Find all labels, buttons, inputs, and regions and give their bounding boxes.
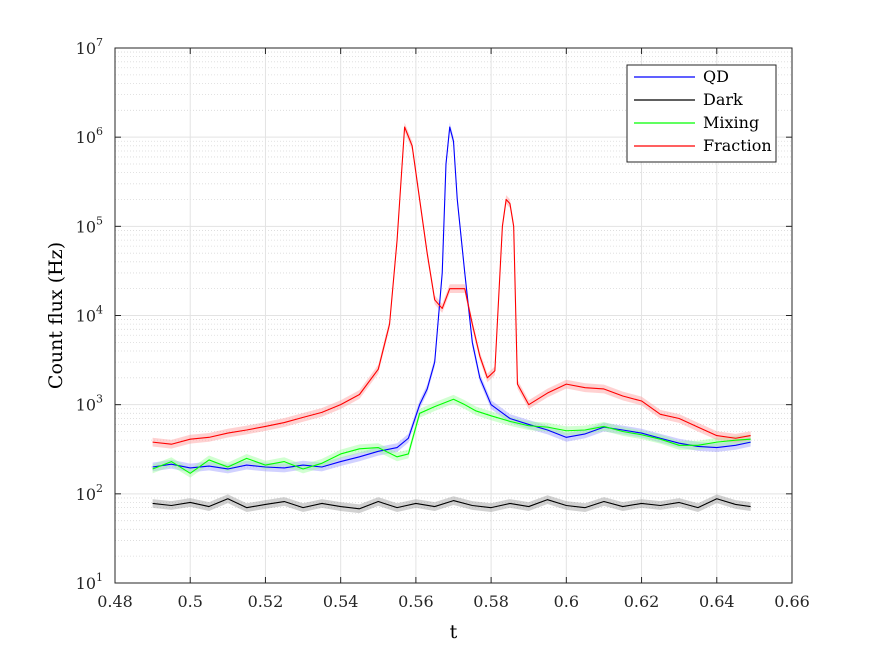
y-tick-label: 104 — [76, 304, 103, 326]
legend-label-mixing: Mixing — [703, 113, 759, 132]
y-tick-label: 102 — [76, 482, 103, 504]
legend-label-qd: QD — [703, 67, 729, 86]
y-tick-label: 101 — [76, 571, 103, 593]
x-tick-label: 0.54 — [323, 592, 359, 611]
y-tick-label: 107 — [76, 36, 103, 58]
x-tick-label: 0.66 — [774, 592, 810, 611]
x-tick-label: 0.64 — [699, 592, 735, 611]
series-band-fraction — [152, 122, 751, 449]
series-line-dark — [152, 498, 751, 510]
series-band-dark — [152, 494, 751, 514]
confidence-bands — [152, 122, 751, 514]
x-tick-label: 0.52 — [248, 592, 284, 611]
y-tick-label: 105 — [76, 214, 103, 236]
series-line-qd — [152, 126, 751, 470]
x-tick-label: 0.48 — [97, 592, 133, 611]
x-tick-label: 0.6 — [554, 592, 579, 611]
x-tick-label: 0.5 — [177, 592, 202, 611]
x-tick-label: 0.62 — [624, 592, 660, 611]
x-tick-label: 0.58 — [473, 592, 509, 611]
y-tick-label: 106 — [76, 125, 103, 147]
y-tick-labels: 101 102 103 104 105 106 107 — [76, 36, 103, 593]
legend: QD Dark Mixing Fraction — [626, 64, 777, 163]
axis-ticks — [114, 47, 793, 584]
series-line-fraction — [152, 126, 751, 445]
y-axis-label: Count flux (Hz) — [45, 242, 67, 389]
series-line-mixing — [152, 398, 751, 474]
x-tick-label: 0.56 — [398, 592, 434, 611]
x-axis-label: t — [450, 621, 458, 643]
legend-label-dark: Dark — [703, 90, 743, 109]
series-lines — [152, 126, 751, 510]
y-tick-label: 103 — [76, 393, 103, 415]
series-band-mixing — [152, 394, 751, 478]
x-tick-labels: 0.48 0.5 0.52 0.54 0.56 0.58 0.6 0.62 0.64 0.66 — [97, 592, 810, 611]
legend-label-fraction: Fraction — [703, 136, 772, 155]
